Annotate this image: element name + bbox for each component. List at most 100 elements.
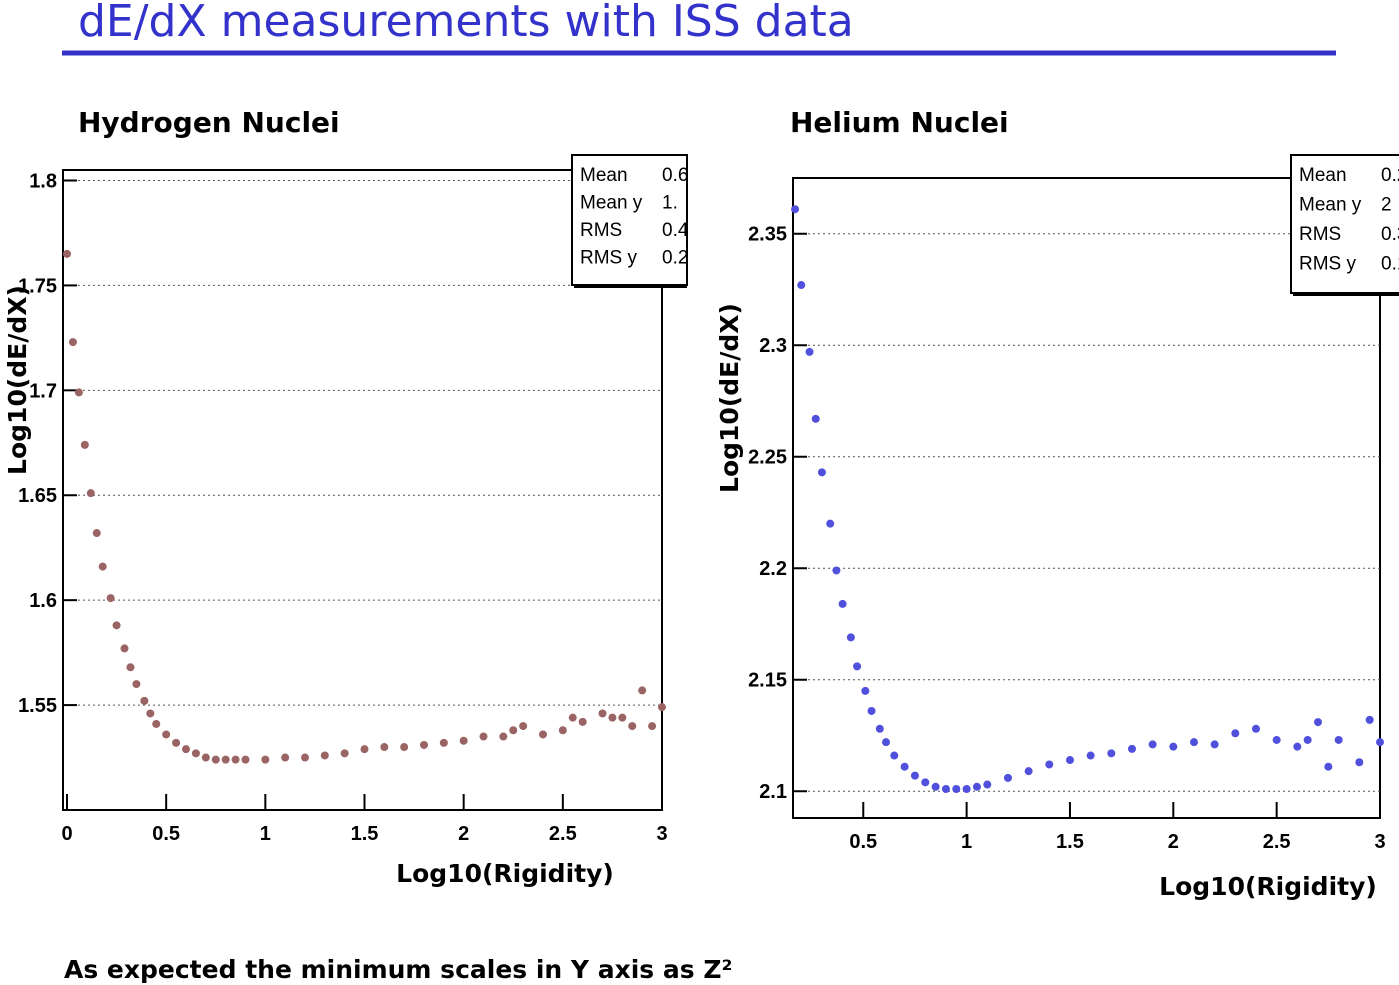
data-point <box>618 713 627 722</box>
data-point <box>1272 735 1281 744</box>
stats-value: 2 <box>1381 195 1392 216</box>
data-point <box>838 599 847 608</box>
data-point <box>1127 744 1136 753</box>
y-tick-label: 1.7 <box>29 380 57 402</box>
data-point <box>191 749 200 758</box>
data-point <box>1169 742 1178 751</box>
data-point <box>817 468 826 477</box>
x-tick-label: 3 <box>656 823 667 845</box>
data-point <box>152 719 161 728</box>
data-point <box>861 686 870 695</box>
data-point <box>598 709 607 718</box>
data-point <box>890 751 899 760</box>
data-point <box>805 347 814 356</box>
stats-label: RMS <box>580 220 622 241</box>
x-tick-label: 2 <box>1168 831 1179 853</box>
stats-label: Mean y <box>1299 195 1362 216</box>
data-point <box>1045 760 1054 769</box>
data-point <box>400 743 409 752</box>
data-point <box>132 680 141 689</box>
data-point <box>1334 735 1343 744</box>
stats-box <box>1290 154 1399 294</box>
x-tick-label: 2 <box>458 823 469 845</box>
x-tick-label: 3 <box>1374 831 1385 853</box>
data-point <box>931 782 940 791</box>
data-point <box>1003 773 1012 782</box>
data-point <box>1148 740 1157 749</box>
data-point <box>1189 738 1198 747</box>
data-point <box>921 778 930 787</box>
data-point <box>867 706 876 715</box>
footer-text: As expected the minimum scales in Y axis… <box>64 955 732 984</box>
data-point <box>201 753 210 762</box>
data-point <box>558 726 567 735</box>
y-axis-label: Log10(dE/dX) <box>3 285 32 475</box>
x-tick-label: 1.5 <box>351 823 379 845</box>
data-point <box>98 562 107 571</box>
stats-label: Mean y <box>580 193 643 214</box>
data-point <box>1024 767 1033 776</box>
data-point <box>420 740 428 749</box>
data-point <box>261 755 270 764</box>
x-tick-label: 0.5 <box>152 823 180 845</box>
data-point <box>231 755 240 764</box>
stats-value: 0.4 <box>662 220 689 241</box>
data-point <box>519 722 528 731</box>
y-tick-label: 2.3 <box>759 335 787 357</box>
data-point <box>648 722 657 731</box>
data-point <box>1313 718 1322 727</box>
stats-label: RMS y <box>580 248 638 269</box>
data-point <box>499 732 508 741</box>
data-point <box>301 753 309 762</box>
x-tick-label: 1 <box>260 823 271 845</box>
stats-label: RMS <box>1299 224 1341 245</box>
x-axis-label: Log10(Rigidity) <box>396 859 614 888</box>
y-tick-label: 1.8 <box>29 170 57 192</box>
data-point <box>846 633 855 642</box>
stats-box <box>571 154 688 286</box>
y-tick-label: 1.55 <box>18 695 57 717</box>
x-tick-label: 1.5 <box>1056 831 1084 853</box>
data-point <box>320 751 329 760</box>
x-tick-label: 0.5 <box>849 831 877 853</box>
data-point <box>68 338 77 347</box>
data-point <box>875 724 884 733</box>
slide-title: dE/dX measurements with ISS data <box>78 0 854 47</box>
data-point <box>120 644 129 653</box>
data-point <box>1107 749 1116 758</box>
data-point <box>853 662 862 671</box>
data-point <box>146 709 155 718</box>
data-point <box>140 696 149 705</box>
data-point <box>910 771 919 780</box>
data-point <box>340 749 349 758</box>
data-point <box>211 755 220 764</box>
data-point <box>1365 715 1374 724</box>
data-point <box>797 281 806 290</box>
plot-frame <box>792 177 1381 819</box>
data-point <box>1293 742 1302 751</box>
data-point <box>1303 735 1312 744</box>
data-point <box>126 663 135 672</box>
x-tick-label: 0 <box>61 823 72 845</box>
data-point <box>74 388 83 397</box>
data-point <box>1065 756 1074 765</box>
stats-label: RMS y <box>1299 254 1357 275</box>
stats-value: 1. <box>662 193 678 214</box>
x-tick-label: 2.5 <box>1263 831 1291 853</box>
x-tick-label: 2.5 <box>549 823 577 845</box>
data-point <box>962 785 971 794</box>
data-point <box>1355 758 1364 767</box>
x-axis-label: Log10(Rigidity) <box>1159 872 1377 901</box>
y-tick-label: 2.35 <box>748 224 787 246</box>
data-point <box>900 762 909 771</box>
y-tick-label: 1.75 <box>18 275 57 297</box>
data-point <box>568 713 577 722</box>
data-point <box>112 621 121 630</box>
data-point <box>608 713 617 722</box>
data-point <box>241 755 250 764</box>
x-tick-label: 1 <box>961 831 972 853</box>
data-point <box>983 780 992 789</box>
data-point <box>106 594 115 603</box>
data-point <box>972 782 981 791</box>
data-point <box>539 730 547 739</box>
